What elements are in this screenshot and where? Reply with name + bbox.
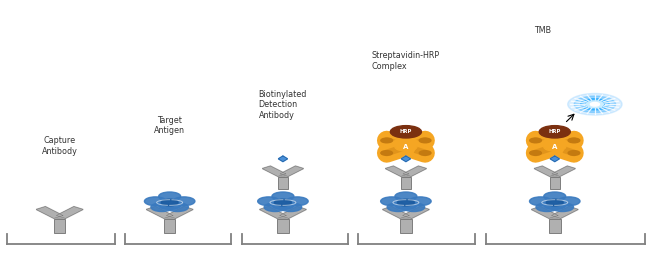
Bar <box>400 219 411 233</box>
Circle shape <box>419 151 431 155</box>
Circle shape <box>409 197 431 206</box>
Circle shape <box>381 197 402 206</box>
Polygon shape <box>401 156 411 162</box>
Bar <box>54 219 66 233</box>
Circle shape <box>272 192 294 201</box>
Bar <box>401 175 411 177</box>
Circle shape <box>402 203 424 212</box>
Circle shape <box>272 201 294 210</box>
Circle shape <box>530 151 541 155</box>
Circle shape <box>381 151 393 155</box>
Polygon shape <box>280 166 304 176</box>
Circle shape <box>558 197 580 206</box>
Polygon shape <box>552 166 575 176</box>
Polygon shape <box>278 156 287 162</box>
Circle shape <box>391 126 421 138</box>
Circle shape <box>590 102 599 106</box>
Polygon shape <box>402 207 429 218</box>
Circle shape <box>568 151 580 155</box>
Circle shape <box>159 201 181 210</box>
Circle shape <box>280 203 302 212</box>
Text: HRP: HRP <box>549 129 561 134</box>
Polygon shape <box>280 207 306 218</box>
Circle shape <box>395 192 417 201</box>
Text: TMB: TMB <box>534 26 552 35</box>
Polygon shape <box>36 207 63 218</box>
Circle shape <box>544 201 566 210</box>
Text: A: A <box>552 144 558 150</box>
Circle shape <box>544 192 566 201</box>
Text: Streptavidin-HRP
Complex: Streptavidin-HRP Complex <box>372 51 440 71</box>
Circle shape <box>395 142 417 151</box>
Text: HRP: HRP <box>400 129 412 134</box>
Circle shape <box>161 199 178 206</box>
Bar <box>401 177 411 189</box>
Circle shape <box>536 203 558 212</box>
Bar <box>400 217 411 219</box>
Polygon shape <box>57 207 83 218</box>
Bar <box>278 177 288 189</box>
Bar <box>164 217 176 219</box>
Polygon shape <box>531 207 558 218</box>
Circle shape <box>574 96 616 113</box>
Circle shape <box>286 197 308 206</box>
Circle shape <box>381 138 393 143</box>
Circle shape <box>567 94 622 115</box>
Bar <box>164 219 176 233</box>
Circle shape <box>395 201 417 210</box>
Circle shape <box>159 192 181 201</box>
Circle shape <box>419 138 431 143</box>
Circle shape <box>530 138 541 143</box>
Polygon shape <box>550 156 560 162</box>
Polygon shape <box>263 166 286 176</box>
Bar <box>54 217 66 219</box>
Circle shape <box>398 199 414 206</box>
Circle shape <box>151 203 173 212</box>
Text: Biotinylated
Detection
Antibody: Biotinylated Detection Antibody <box>259 90 307 120</box>
Circle shape <box>144 197 166 206</box>
Circle shape <box>586 101 603 108</box>
Polygon shape <box>385 166 409 176</box>
Bar <box>277 219 289 233</box>
Bar <box>549 217 560 219</box>
Circle shape <box>544 142 566 151</box>
Circle shape <box>264 203 286 212</box>
Circle shape <box>547 199 563 206</box>
Polygon shape <box>382 207 410 218</box>
Polygon shape <box>166 207 193 218</box>
Text: Target
Antigen: Target Antigen <box>154 116 185 135</box>
Bar <box>549 219 560 233</box>
Circle shape <box>166 203 188 212</box>
Circle shape <box>580 99 609 110</box>
Polygon shape <box>551 207 578 218</box>
Circle shape <box>530 197 552 206</box>
Bar <box>550 177 560 189</box>
Circle shape <box>257 197 280 206</box>
Text: Capture
Antibody: Capture Antibody <box>42 136 77 156</box>
Circle shape <box>568 138 580 143</box>
Bar <box>277 217 289 219</box>
Polygon shape <box>259 207 286 218</box>
Polygon shape <box>534 166 558 176</box>
Bar <box>550 175 560 177</box>
Polygon shape <box>146 207 173 218</box>
Polygon shape <box>403 166 426 176</box>
Circle shape <box>552 203 573 212</box>
Text: A: A <box>403 144 409 150</box>
Circle shape <box>387 203 409 212</box>
Circle shape <box>173 197 195 206</box>
Bar <box>278 175 288 177</box>
Circle shape <box>274 199 291 206</box>
Circle shape <box>540 126 570 138</box>
